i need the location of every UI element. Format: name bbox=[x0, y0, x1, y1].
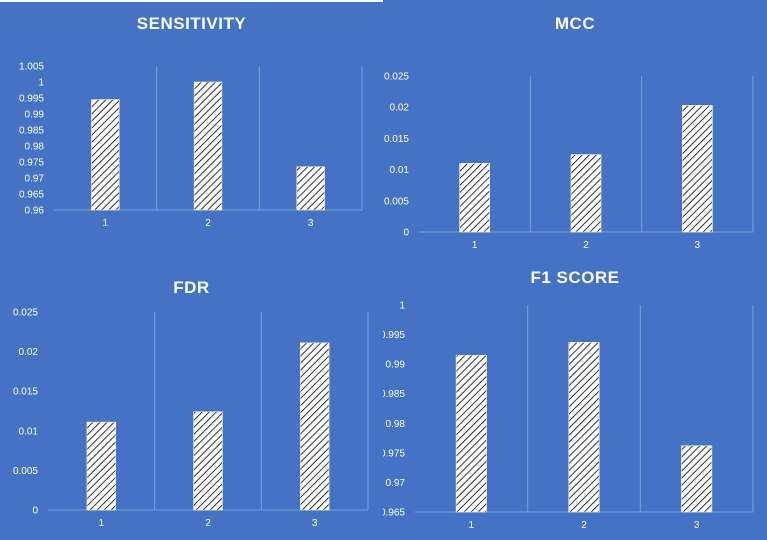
y-tick-label: 1 bbox=[399, 301, 405, 312]
plot-area: 0.96 0.965 0.97 0.975 0.98 0.985 0.99 0.995 1 1.0… bbox=[19, 62, 363, 229]
bar bbox=[299, 342, 330, 511]
y-tick-label: 0.01 bbox=[390, 165, 410, 176]
x-tick-label: 2 bbox=[205, 218, 211, 229]
x-tick-label: 1 bbox=[103, 218, 109, 229]
y-tick-label: 0.01 bbox=[19, 426, 39, 437]
chart-title: F1 SCORE bbox=[530, 268, 620, 287]
x-tick-label: 3 bbox=[312, 518, 318, 529]
y-tick-label: 0.965 bbox=[383, 508, 405, 519]
y-tick-label: 0.99 bbox=[386, 360, 406, 371]
plot-area: 0 0.005 0.01 0.015 0.02 0.025 1 2 3 bbox=[384, 72, 754, 251]
chart-f1-score: F1 SCORE 0.965 0.97 0.975 0.98 0.985 0.99 0.99… bbox=[383, 260, 767, 540]
x-tick-label: 3 bbox=[308, 218, 314, 229]
y-tick-label: 0.025 bbox=[384, 72, 409, 83]
bar bbox=[570, 154, 602, 233]
x-tick-label: 3 bbox=[694, 520, 700, 531]
bar bbox=[193, 411, 223, 511]
bar bbox=[568, 341, 600, 513]
top-border-line bbox=[0, 0, 383, 2]
bar bbox=[459, 163, 490, 233]
y-tick-label: 0.98 bbox=[386, 419, 406, 430]
y-tick-label: 0 bbox=[32, 506, 38, 517]
y-tick-label: 0.985 bbox=[383, 389, 405, 400]
chart-fdr: FDR 0 0.005 0.01 0.015 0.02 0.025 1 2 3 bbox=[0, 260, 383, 540]
y-tick-label: 0.025 bbox=[13, 308, 38, 319]
y-tick-label: 0.005 bbox=[13, 466, 38, 477]
y-tick-label: 0.02 bbox=[390, 103, 410, 114]
y-tick-label: 0.995 bbox=[19, 94, 44, 105]
y-tick-label: 1.005 bbox=[19, 62, 44, 73]
y-tick-label: 0.965 bbox=[19, 190, 44, 201]
bar bbox=[681, 445, 713, 513]
y-tick-label: 0.97 bbox=[386, 478, 406, 489]
y-tick-label: 1 bbox=[38, 78, 44, 89]
x-tick-label: 1 bbox=[472, 240, 478, 251]
y-tick-label: 0.96 bbox=[25, 206, 45, 217]
y-tick-label: 0.99 bbox=[25, 110, 45, 121]
plot-area: 0 0.005 0.01 0.015 0.02 0.025 1 2 3 bbox=[13, 308, 369, 529]
chart-title: FDR bbox=[173, 278, 210, 297]
chart-mcc: MCC 0 0.005 0.01 0.015 0.02 0.025 1 2 3 bbox=[383, 0, 767, 255]
chart-title: MCC bbox=[554, 14, 596, 33]
chart-sensitivity: SENSITIVITY 0.96 0.965 0.97 0.975 0.98 0.985 0… bbox=[0, 0, 383, 255]
chart-title: SENSITIVITY bbox=[136, 14, 247, 33]
x-tick-label: 3 bbox=[695, 240, 701, 251]
x-tick-label: 2 bbox=[583, 240, 589, 251]
y-tick-label: 0.975 bbox=[19, 158, 44, 169]
x-tick-label: 2 bbox=[581, 520, 587, 531]
y-tick-label: 0.02 bbox=[19, 347, 39, 358]
x-tick-label: 1 bbox=[469, 520, 475, 531]
bar bbox=[296, 166, 325, 211]
y-tick-label: 0.98 bbox=[25, 142, 45, 153]
y-tick-label: 0.015 bbox=[384, 134, 409, 145]
y-tick-label: 0.015 bbox=[13, 387, 38, 398]
y-tick-label: 0.985 bbox=[19, 126, 44, 137]
plot-area: 0.965 0.97 0.975 0.98 0.985 0.99 0.995 1 1 2 3 bbox=[383, 301, 754, 531]
y-tick-label: 0.995 bbox=[383, 330, 405, 341]
y-tick-label: 0.975 bbox=[383, 448, 405, 459]
y-tick-label: 0.005 bbox=[384, 196, 409, 207]
bar bbox=[455, 354, 487, 513]
bar bbox=[91, 99, 120, 211]
bar bbox=[86, 421, 117, 511]
bar bbox=[682, 105, 713, 233]
y-tick-label: 0.97 bbox=[25, 174, 45, 185]
bar bbox=[193, 81, 223, 211]
y-tick-label: 0 bbox=[403, 228, 409, 239]
x-tick-label: 1 bbox=[99, 518, 105, 529]
x-tick-label: 2 bbox=[205, 518, 211, 529]
